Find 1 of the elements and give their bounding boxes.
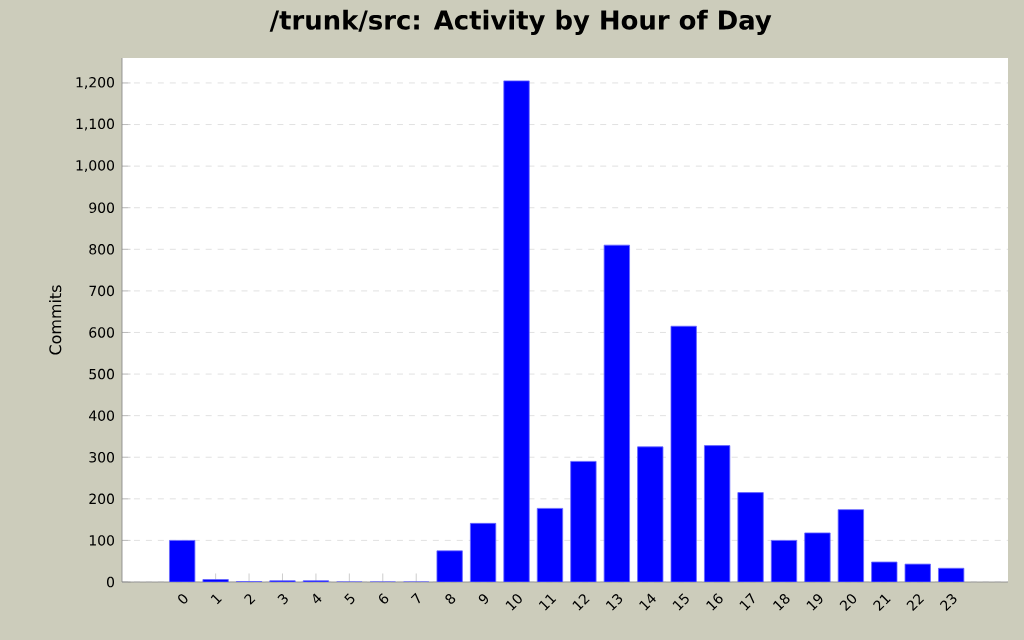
chart-title: /trunk/src: Activity by Hour of Day bbox=[269, 9, 772, 36]
